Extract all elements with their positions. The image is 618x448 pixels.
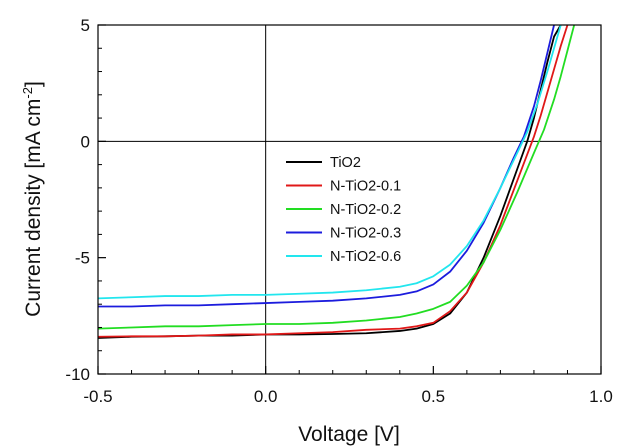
x-axis-title: Voltage [V] bbox=[298, 423, 400, 446]
x-tick-label: 0.5 bbox=[422, 387, 446, 406]
y-axis-title-tail: ] bbox=[22, 81, 45, 87]
series-line-4 bbox=[98, 24, 555, 308]
series-line-2 bbox=[97, 24, 569, 338]
y-tick-label: -5 bbox=[75, 249, 90, 268]
plot-background bbox=[98, 25, 601, 374]
y-axis-title: Current density [mA cm-2] bbox=[20, 81, 45, 317]
legend: TiO2 N-TiO2-0.1 N-TiO2-0.2 N-TiO2-0.3 N-TiO2… bbox=[286, 155, 401, 265]
series-layer bbox=[97, 24, 576, 339]
y-tick-label: 0 bbox=[81, 132, 90, 151]
plot-frame bbox=[97, 24, 602, 375]
ticks-layer: -0.5 0.0 0.5 1.0 -10 -5 0 5 bbox=[65, 16, 612, 406]
y-axis-title-main: Current density [mA cm bbox=[22, 99, 45, 317]
series-line-5 bbox=[97, 24, 562, 300]
y-tick-label: -10 bbox=[65, 365, 90, 384]
legend-label-5: N-TiO2-0.6 bbox=[330, 249, 401, 265]
series-line-3 bbox=[97, 24, 576, 330]
legend-label-3: N-TiO2-0.2 bbox=[330, 202, 401, 218]
x-tick-label: 1.0 bbox=[589, 387, 613, 406]
x-tick-label: -0.5 bbox=[83, 387, 112, 406]
legend-label-4: N-TiO2-0.3 bbox=[330, 226, 401, 242]
y-axis-title-superscript: -2 bbox=[20, 87, 35, 99]
y-tick-label: 5 bbox=[81, 16, 90, 35]
x-tick-label: 0.0 bbox=[254, 387, 278, 406]
legend-label-1: TiO2 bbox=[330, 155, 361, 171]
legend-label-2: N-TiO2-0.1 bbox=[330, 179, 401, 195]
